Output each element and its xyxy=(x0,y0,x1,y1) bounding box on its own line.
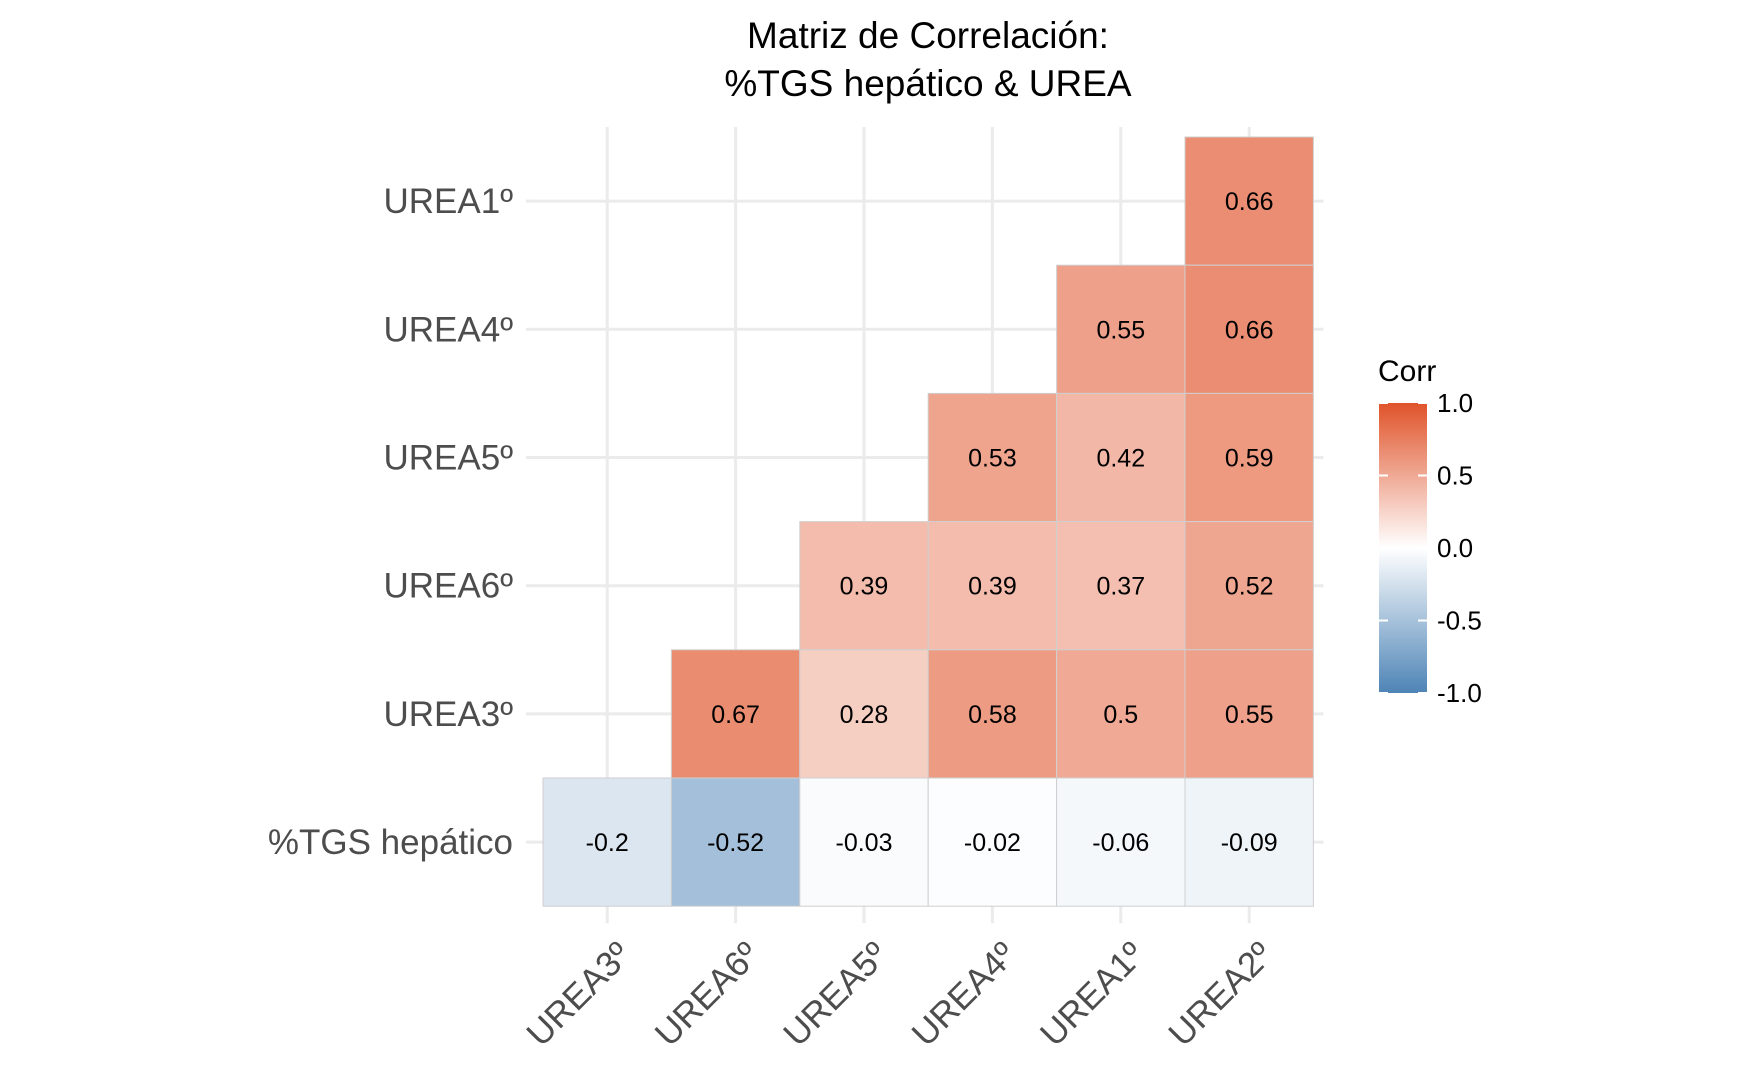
cell-label-pct-tgs-hep-tico-urea5o: -0.03 xyxy=(836,829,893,857)
chart-title: Matriz de Correlación: %TGS hepático & U… xyxy=(724,15,1131,104)
legend-tick-label-2: 0.0 xyxy=(1437,533,1473,563)
cell-label-urea6o-urea4o: 0.39 xyxy=(968,573,1017,601)
x-tick-label-urea2o: UREA2º xyxy=(1161,935,1280,1054)
legend-title: Corr xyxy=(1378,355,1436,388)
heatmap-cell-urea3o-urea5o xyxy=(799,649,929,779)
heatmap-cell-urea6o-urea5o xyxy=(799,521,929,651)
color-legend: Corr 1.0 0.5 0.0 -0.5 -1.0 xyxy=(1378,355,1482,708)
y-axis: UREA1º UREA4º UREA5º UREA6º UREA3º %TGS hepát… xyxy=(268,182,533,862)
cell-label-pct-tgs-hep-tico-urea4o: -0.02 xyxy=(964,829,1021,857)
heatmap-cell-urea4o-urea2o xyxy=(1184,264,1314,394)
heatmap-cell-pct-tgs-hep-tico-urea1o xyxy=(1056,777,1186,907)
cell-label-pct-tgs-hep-tico-urea2o: -0.09 xyxy=(1221,829,1278,857)
cell-label-urea3o-urea2o: 0.55 xyxy=(1225,701,1274,729)
heatmap-cell-urea5o-urea1o xyxy=(1056,392,1186,523)
heatmap-cell-pct-tgs-hep-tico-urea4o xyxy=(927,777,1058,907)
x-tick-label-urea1o: UREA1º xyxy=(1033,935,1152,1054)
cell-label-urea4o-urea2o: 0.66 xyxy=(1225,316,1274,344)
y-tick-label-urea6o: UREA6º xyxy=(384,567,514,606)
cell-label-urea1o-urea2o: 0.66 xyxy=(1225,188,1274,216)
chart-title-line-1: Matriz de Correlación: xyxy=(747,15,1109,56)
y-tick-label-urea1o: UREA1º xyxy=(384,182,514,221)
cell-label-urea3o-urea1o: 0.5 xyxy=(1103,701,1138,729)
cell-label-urea5o-urea1o: 0.42 xyxy=(1096,445,1145,473)
heatmap-cell-urea6o-urea4o xyxy=(927,521,1058,651)
cell-label-pct-tgs-hep-tico-urea1o: -0.06 xyxy=(1092,829,1149,857)
y-tick-label-pct-tgs-hep-tico: %TGS hepático xyxy=(268,823,513,862)
cell-label-urea6o-urea1o: 0.37 xyxy=(1096,573,1145,601)
x-tick-label-urea6o: UREA6º xyxy=(648,935,767,1054)
legend-tick-label-3: -0.5 xyxy=(1437,606,1482,636)
cell-label-urea6o-urea2o: 0.52 xyxy=(1225,573,1274,601)
cell-label-urea3o-urea4o: 0.58 xyxy=(968,701,1017,729)
heatmap-cell-urea3o-urea6o xyxy=(670,649,801,779)
heatmap-cell-pct-tgs-hep-tico-urea6o xyxy=(670,777,801,907)
y-tick-label-urea4o: UREA4º xyxy=(384,310,514,349)
heatmap-cell-urea3o-urea1o xyxy=(1056,649,1186,779)
cell-label-urea4o-urea1o: 0.55 xyxy=(1096,316,1145,344)
x-axis: UREA3º UREA6º UREA5º UREA4º UREA1º UREA2º xyxy=(519,916,1281,1054)
x-tick-label-urea3o: UREA3º xyxy=(519,935,638,1054)
legend-tick-label-1: 0.5 xyxy=(1437,461,1473,491)
cell-label-pct-tgs-hep-tico-urea3o: -0.2 xyxy=(586,829,629,857)
legend-tick-label-0: 1.0 xyxy=(1437,388,1473,418)
heatmap-cell-urea5o-urea4o xyxy=(927,392,1058,523)
cell-label-urea3o-urea6o: 0.67 xyxy=(711,701,760,729)
y-tick-label-urea5o: UREA5º xyxy=(384,439,514,478)
cell-label-urea6o-urea5o: 0.39 xyxy=(840,573,889,601)
heatmap-cell-urea1o-urea2o xyxy=(1184,136,1314,266)
cell-label-pct-tgs-hep-tico-urea6o: -0.52 xyxy=(707,829,764,857)
heatmap-cell-urea6o-urea2o xyxy=(1184,521,1314,651)
heatmap-cell-pct-tgs-hep-tico-urea5o xyxy=(799,777,929,907)
x-tick-label-urea4o: UREA4º xyxy=(904,935,1023,1054)
cell-label-urea3o-urea5o: 0.28 xyxy=(840,701,889,729)
heatmap-cell-urea4o-urea1o xyxy=(1056,264,1186,394)
legend-tick-label-4: -1.0 xyxy=(1437,678,1482,708)
heatmap-cell-urea6o-urea1o xyxy=(1056,521,1186,651)
heatmap-cell-urea3o-urea4o xyxy=(927,649,1058,779)
x-tick-label-urea5o: UREA5º xyxy=(776,935,895,1054)
heatmap-cell-pct-tgs-hep-tico-urea2o xyxy=(1184,777,1314,907)
heatmap-cell-pct-tgs-hep-tico-urea3o xyxy=(542,777,672,907)
chart-title-line-2: %TGS hepático & UREA xyxy=(724,63,1131,104)
legend-ticks: 1.0 0.5 0.0 -0.5 -1.0 xyxy=(1379,388,1482,708)
cell-label-urea5o-urea2o: 0.59 xyxy=(1225,445,1274,473)
heatmap-cell-urea3o-urea2o xyxy=(1184,649,1314,779)
y-tick-label-urea3o: UREA3º xyxy=(384,695,514,734)
cell-label-urea5o-urea4o: 0.53 xyxy=(968,445,1017,473)
heatmap-cells xyxy=(542,136,1314,907)
cell-value-labels: 0.66 0.55 0.66 0.53 0.42 0.59 0.39 0.39 0.37 0.52… xyxy=(586,188,1278,857)
